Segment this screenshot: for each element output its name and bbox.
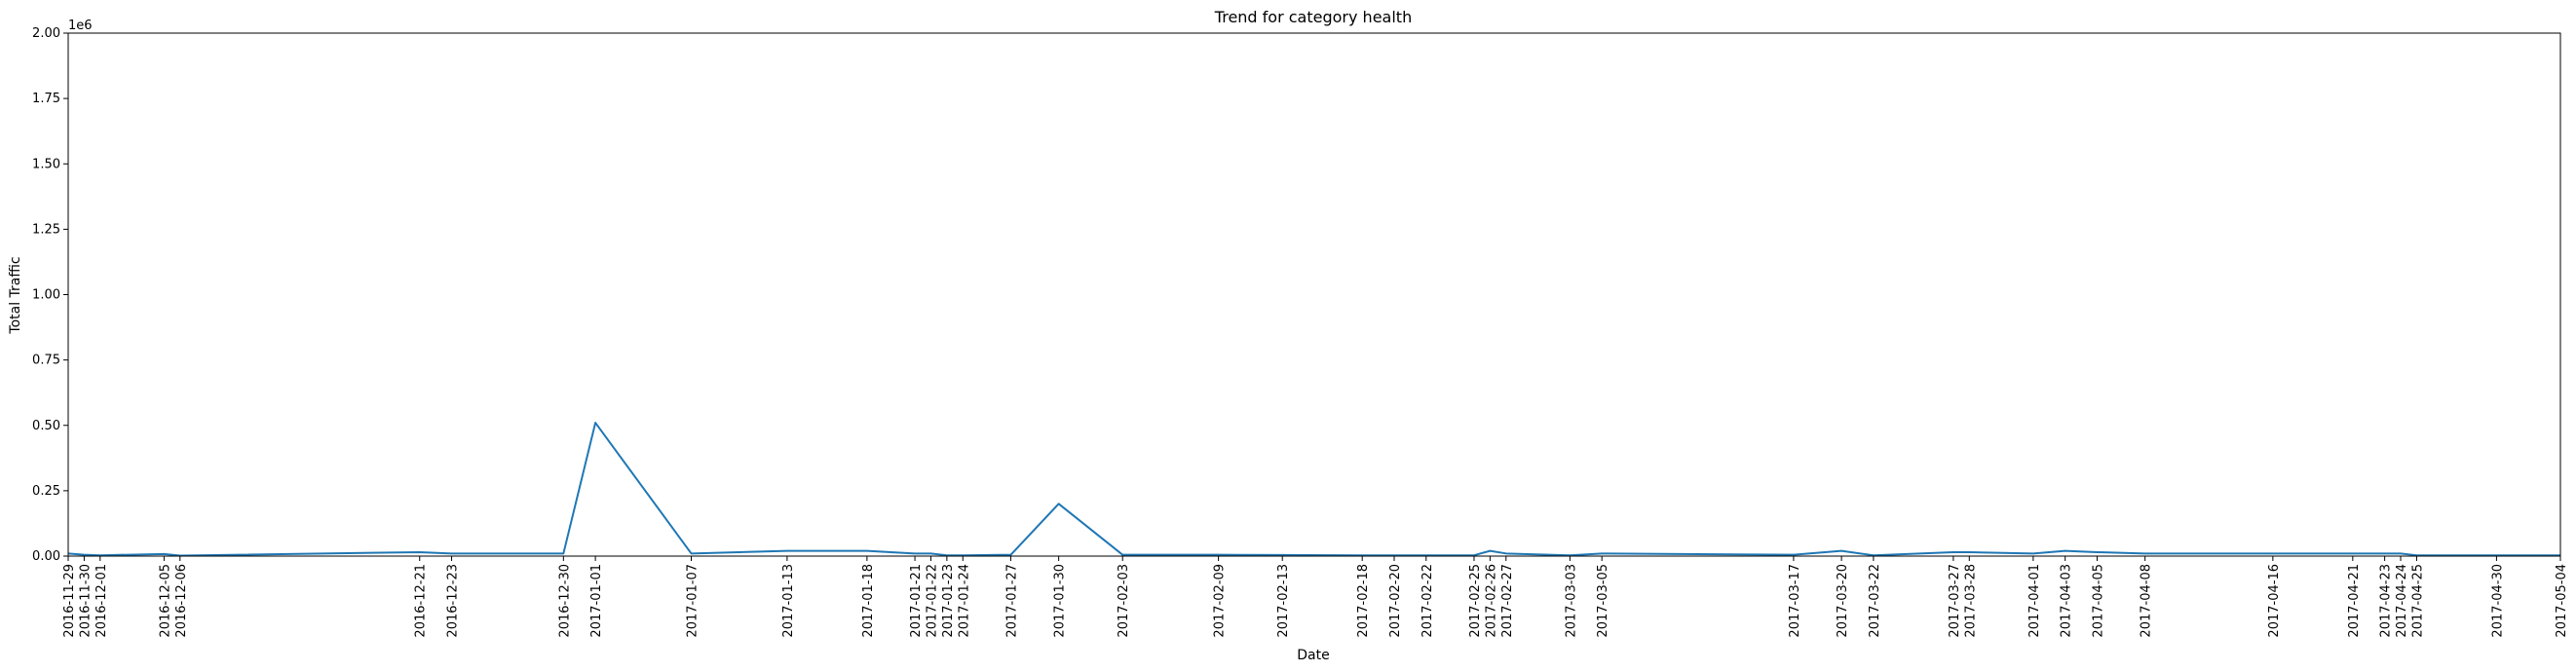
x-tick-label: 2017-04-25	[2410, 564, 2425, 638]
y-tick-label: 1.50	[32, 157, 60, 171]
y-tick-label: 1.25	[32, 222, 60, 237]
x-tick-label: 2017-04-16	[2267, 564, 2282, 638]
x-tick-label: 2017-04-21	[2347, 564, 2362, 638]
x-tick-label: 2017-02-26	[1484, 564, 1498, 638]
x-tick-label: 2017-01-22	[925, 564, 939, 638]
data-point	[1489, 550, 1491, 552]
data-point	[163, 553, 165, 555]
data-point	[929, 552, 931, 554]
x-tick-label: 2017-02-20	[1388, 564, 1403, 638]
x-tick-label: 2016-11-30	[78, 564, 93, 638]
y-tick-label: 1.00	[32, 288, 60, 303]
y-tick-label: 0.00	[32, 549, 60, 564]
x-tick-label: 2017-04-23	[2379, 564, 2394, 638]
y-tick-label: 0.75	[32, 354, 60, 368]
x-tick-label: 2017-01-13	[781, 564, 796, 638]
series-group	[67, 422, 2561, 556]
data-point	[914, 552, 916, 554]
x-tick-label: 2016-12-30	[557, 564, 572, 638]
plot-frame	[68, 33, 2560, 556]
data-point	[2400, 552, 2402, 554]
data-point	[419, 551, 421, 553]
y-tick-label: 0.25	[32, 484, 60, 499]
x-tick-label: 2017-03-05	[1596, 564, 1610, 638]
x-tick-label: 2017-01-23	[941, 564, 956, 638]
x-tick-label: 2017-01-07	[686, 564, 701, 638]
x-axis-ticks: 2016-11-29 2016-11-30 2016-12-01 2016-12-05…	[62, 556, 2569, 638]
x-tick-label: 2016-12-06	[174, 564, 189, 638]
x-tick-label: 2017-02-03	[1117, 564, 1131, 638]
x-tick-label: 2017-01-01	[589, 564, 604, 638]
x-tick-label: 2017-03-17	[1788, 564, 1802, 638]
data-point	[1793, 554, 1795, 556]
data-point	[1058, 503, 1060, 504]
x-tick-label: 2017-04-03	[2060, 564, 2074, 638]
x-tick-label: 2016-12-05	[158, 564, 172, 638]
data-point	[2032, 552, 2034, 554]
x-tick-label: 2017-03-28	[1963, 564, 1978, 638]
x-tick-label: 2017-01-27	[1004, 564, 1019, 638]
data-point	[451, 552, 453, 554]
x-tick-label: 2017-03-20	[1836, 564, 1850, 638]
x-tick-label: 2017-01-30	[1053, 564, 1068, 638]
data-point	[1840, 550, 1842, 552]
x-tick-label: 2017-01-21	[909, 564, 924, 638]
series-line	[68, 423, 2560, 555]
x-tick-label: 2017-02-22	[1421, 564, 1435, 638]
x-axis-title: Date	[1297, 648, 1329, 663]
y-tick-label: 0.50	[32, 419, 60, 433]
data-point	[2144, 552, 2146, 554]
x-tick-label: 2016-12-01	[95, 564, 109, 638]
data-point	[2384, 552, 2386, 554]
y-axis-offset-label: 1e6	[68, 19, 93, 33]
x-tick-label: 2016-12-23	[446, 564, 461, 638]
data-point	[691, 552, 693, 554]
chart-title: Trend for category health	[1214, 8, 1412, 26]
data-point	[1121, 554, 1123, 556]
data-point	[786, 550, 788, 552]
x-tick-label: 2017-04-30	[2490, 564, 2505, 638]
x-tick-label: 2017-02-13	[1276, 564, 1291, 638]
data-point	[594, 422, 596, 424]
x-tick-label: 2017-02-27	[1500, 564, 1515, 638]
data-point	[1505, 552, 1507, 554]
x-tick-label: 2017-04-01	[2027, 564, 2042, 638]
data-point	[2096, 551, 2098, 553]
data-point	[1601, 552, 1603, 554]
data-point	[2272, 552, 2274, 554]
x-tick-label: 2017-02-18	[1356, 564, 1371, 638]
x-tick-label: 2017-03-22	[1868, 564, 1882, 638]
x-tick-label: 2017-01-18	[861, 564, 876, 638]
y-axis-ticks: 0.00 0.25 0.50 0.75 1.00 1.25 1.50 1.75 2.00	[32, 26, 68, 564]
y-axis-title: Total Traffic	[8, 256, 23, 334]
x-tick-label: 2017-03-27	[1948, 564, 1962, 638]
data-point	[2352, 552, 2354, 554]
data-point	[1218, 554, 1220, 556]
x-tick-label: 2017-03-03	[1564, 564, 1578, 638]
x-tick-label: 2017-05-04	[2555, 564, 2569, 638]
data-point	[562, 552, 564, 554]
y-tick-label: 2.00	[32, 26, 60, 41]
x-tick-label: 2017-01-24	[957, 564, 971, 638]
data-point	[1968, 551, 1970, 553]
x-tick-label: 2016-12-21	[414, 564, 429, 638]
x-tick-label: 2016-11-29	[62, 564, 77, 638]
data-point	[83, 554, 85, 556]
data-point	[1009, 554, 1011, 556]
x-tick-label: 2017-02-25	[1468, 564, 1483, 638]
data-point	[1952, 551, 1954, 553]
x-tick-label: 2017-04-24	[2395, 564, 2409, 638]
x-tick-label: 2017-02-09	[1213, 564, 1228, 638]
x-tick-label: 2017-04-05	[2091, 564, 2105, 638]
data-point	[2065, 550, 2066, 552]
y-tick-label: 1.75	[32, 92, 60, 106]
data-point	[866, 550, 868, 552]
x-tick-label: 2017-04-08	[2140, 564, 2154, 638]
